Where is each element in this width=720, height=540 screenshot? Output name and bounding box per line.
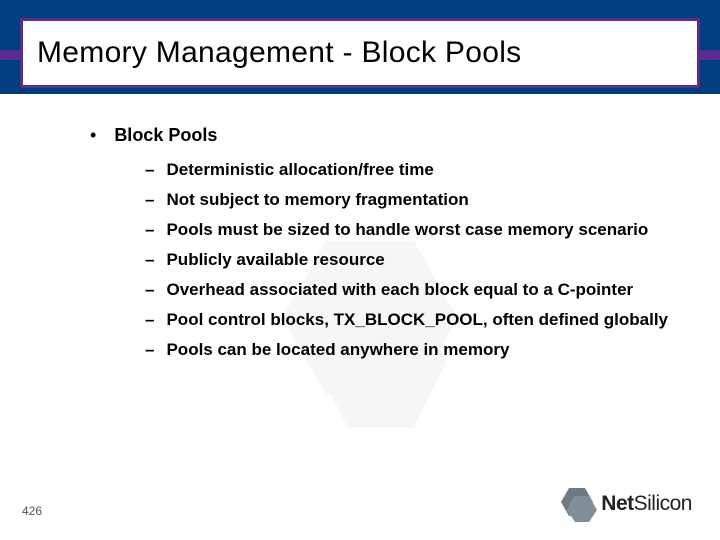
sub-bullet-marker: – [145, 160, 154, 180]
content-area: • Block Pools – Deterministic allocation… [90, 125, 670, 370]
sub-bullet-item: – Publicly available resource [145, 250, 670, 270]
title-box: Memory Management - Block Pools [20, 18, 700, 88]
sub-bullet-text: Deterministic allocation/free time [166, 160, 433, 180]
sub-bullet-item: – Pools can be located anywhere in memor… [145, 340, 670, 360]
sub-bullet-text: Pool control blocks, TX_BLOCK_POOL, ofte… [166, 310, 668, 330]
sub-bullet-item: – Not subject to memory fragmentation [145, 190, 670, 210]
bullet-item: • Block Pools [90, 125, 670, 146]
sub-bullet-text: Not subject to memory fragmentation [166, 190, 468, 210]
sub-bullet-text: Pools can be located anywhere in memory [166, 340, 509, 360]
sub-bullet-item: – Deterministic allocation/free time [145, 160, 670, 180]
logo-hex-icon [557, 486, 601, 522]
sub-bullet-item: – Pools must be sized to handle worst ca… [145, 220, 670, 240]
sub-bullet-text: Pools must be sized to handle worst case… [166, 220, 648, 240]
sub-bullet-marker: – [145, 280, 154, 300]
sub-bullet-list: – Deterministic allocation/free time – N… [145, 160, 670, 360]
sub-bullet-marker: – [145, 190, 154, 210]
bullet-marker: • [90, 125, 96, 145]
slide: Memory Management - Block Pools • Block … [0, 0, 720, 540]
sub-bullet-marker: – [145, 340, 154, 360]
sub-bullet-marker: – [145, 250, 154, 270]
sub-bullet-marker: – [145, 310, 154, 330]
logo-text-net: Net [601, 492, 633, 515]
slide-title: Memory Management - Block Pools [37, 36, 521, 70]
netsilicon-logo: NetSilicon [557, 486, 692, 522]
bullet-label: Block Pools [114, 125, 217, 146]
sub-bullet-item: – Pool control blocks, TX_BLOCK_POOL, of… [145, 310, 670, 330]
page-number: 426 [22, 504, 42, 518]
sub-bullet-item: – Overhead associated with each block eq… [145, 280, 670, 300]
logo-text: NetSilicon [601, 492, 692, 516]
sub-bullet-text: Publicly available resource [166, 250, 384, 270]
sub-bullet-marker: – [145, 220, 154, 240]
sub-bullet-text: Overhead associated with each block equa… [166, 280, 633, 300]
logo-text-silicon: Silicon [634, 492, 692, 515]
